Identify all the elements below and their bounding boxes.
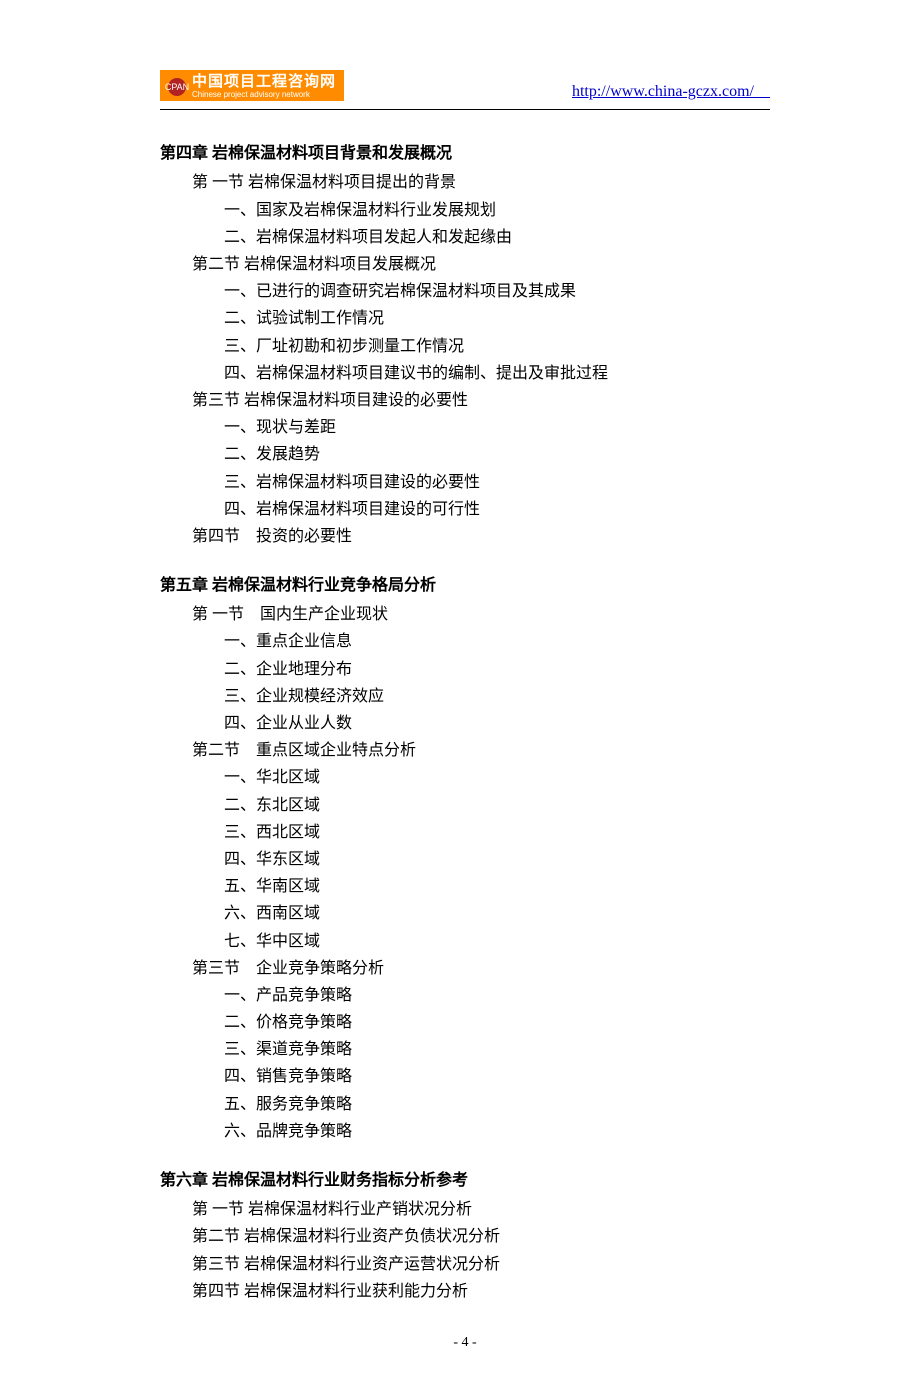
section-title: 第二节 岩棉保温材料行业资产负债状况分析 <box>192 1223 770 1250</box>
toc-content: 第四章 岩棉保温材料项目背景和发展概况第 一节 岩棉保温材料项目提出的背景一、国… <box>160 140 770 1305</box>
toc-item: 三、企业规模经济效应 <box>224 683 770 710</box>
chapter-title: 第四章 岩棉保温材料项目背景和发展概况 <box>160 140 770 167</box>
logo-title-en: Chinese project advisory network <box>192 91 336 100</box>
site-logo: CPAN 中国项目工程咨询网 Chinese project advisory … <box>160 70 344 101</box>
toc-item: 六、品牌竞争策略 <box>224 1118 770 1145</box>
toc-item: 二、价格竞争策略 <box>224 1009 770 1036</box>
toc-item: 一、已进行的调查研究岩棉保温材料项目及其成果 <box>224 278 770 305</box>
toc-item: 四、岩棉保温材料项目建设的可行性 <box>224 496 770 523</box>
toc-item: 三、岩棉保温材料项目建设的必要性 <box>224 469 770 496</box>
section-title: 第四节 投资的必要性 <box>192 523 770 550</box>
toc-item: 一、产品竞争策略 <box>224 982 770 1009</box>
toc-item: 四、华东区域 <box>224 846 770 873</box>
page-number: - 4 - <box>453 1335 476 1350</box>
page-footer: - 4 - <box>160 1335 770 1351</box>
header-rule <box>160 109 770 110</box>
toc-item: 六、西南区域 <box>224 900 770 927</box>
toc-item: 二、企业地理分布 <box>224 656 770 683</box>
toc-item: 五、华南区域 <box>224 873 770 900</box>
section-title: 第三节 企业竞争策略分析 <box>192 955 770 982</box>
section-title: 第三节 岩棉保温材料行业资产运营状况分析 <box>192 1251 770 1278</box>
section-title: 第 一节 岩棉保温材料行业产销状况分析 <box>192 1196 770 1223</box>
toc-item: 三、厂址初勘和初步测量工作情况 <box>224 333 770 360</box>
toc-item: 五、服务竞争策略 <box>224 1091 770 1118</box>
toc-item: 一、国家及岩棉保温材料行业发展规划 <box>224 197 770 224</box>
toc-item: 二、试验试制工作情况 <box>224 305 770 332</box>
chapter-title: 第六章 岩棉保温材料行业财务指标分析参考 <box>160 1167 770 1194</box>
toc-item: 一、华北区域 <box>224 764 770 791</box>
section-title: 第二节 岩棉保温材料项目发展概况 <box>192 251 770 278</box>
toc-item: 一、重点企业信息 <box>224 628 770 655</box>
toc-item: 七、华中区域 <box>224 928 770 955</box>
toc-item: 二、东北区域 <box>224 792 770 819</box>
document-page: CPAN 中国项目工程咨询网 Chinese project advisory … <box>0 0 920 1391</box>
logo-icon: CPAN <box>168 78 186 96</box>
toc-item: 四、企业从业人数 <box>224 710 770 737</box>
section-title: 第三节 岩棉保温材料项目建设的必要性 <box>192 387 770 414</box>
chapter-title: 第五章 岩棉保温材料行业竞争格局分析 <box>160 572 770 599</box>
toc-item: 四、岩棉保温材料项目建议书的编制、提出及审批过程 <box>224 360 770 387</box>
toc-item: 一、现状与差距 <box>224 414 770 441</box>
section-title: 第四节 岩棉保温材料行业获利能力分析 <box>192 1278 770 1305</box>
logo-title-cn: 中国项目工程咨询网 <box>192 74 336 91</box>
header-url-link[interactable]: http://www.china-gczx.com/ <box>572 83 770 101</box>
toc-item: 二、发展趋势 <box>224 441 770 468</box>
section-title: 第 一节 岩棉保温材料项目提出的背景 <box>192 169 770 196</box>
toc-item: 三、渠道竞争策略 <box>224 1036 770 1063</box>
logo-text: 中国项目工程咨询网 Chinese project advisory netwo… <box>192 74 336 99</box>
toc-item: 四、销售竞争策略 <box>224 1063 770 1090</box>
section-title: 第 一节 国内生产企业现状 <box>192 601 770 628</box>
section-title: 第二节 重点区域企业特点分析 <box>192 737 770 764</box>
page-header: CPAN 中国项目工程咨询网 Chinese project advisory … <box>160 70 770 101</box>
toc-item: 二、岩棉保温材料项目发起人和发起缘由 <box>224 224 770 251</box>
toc-item: 三、西北区域 <box>224 819 770 846</box>
